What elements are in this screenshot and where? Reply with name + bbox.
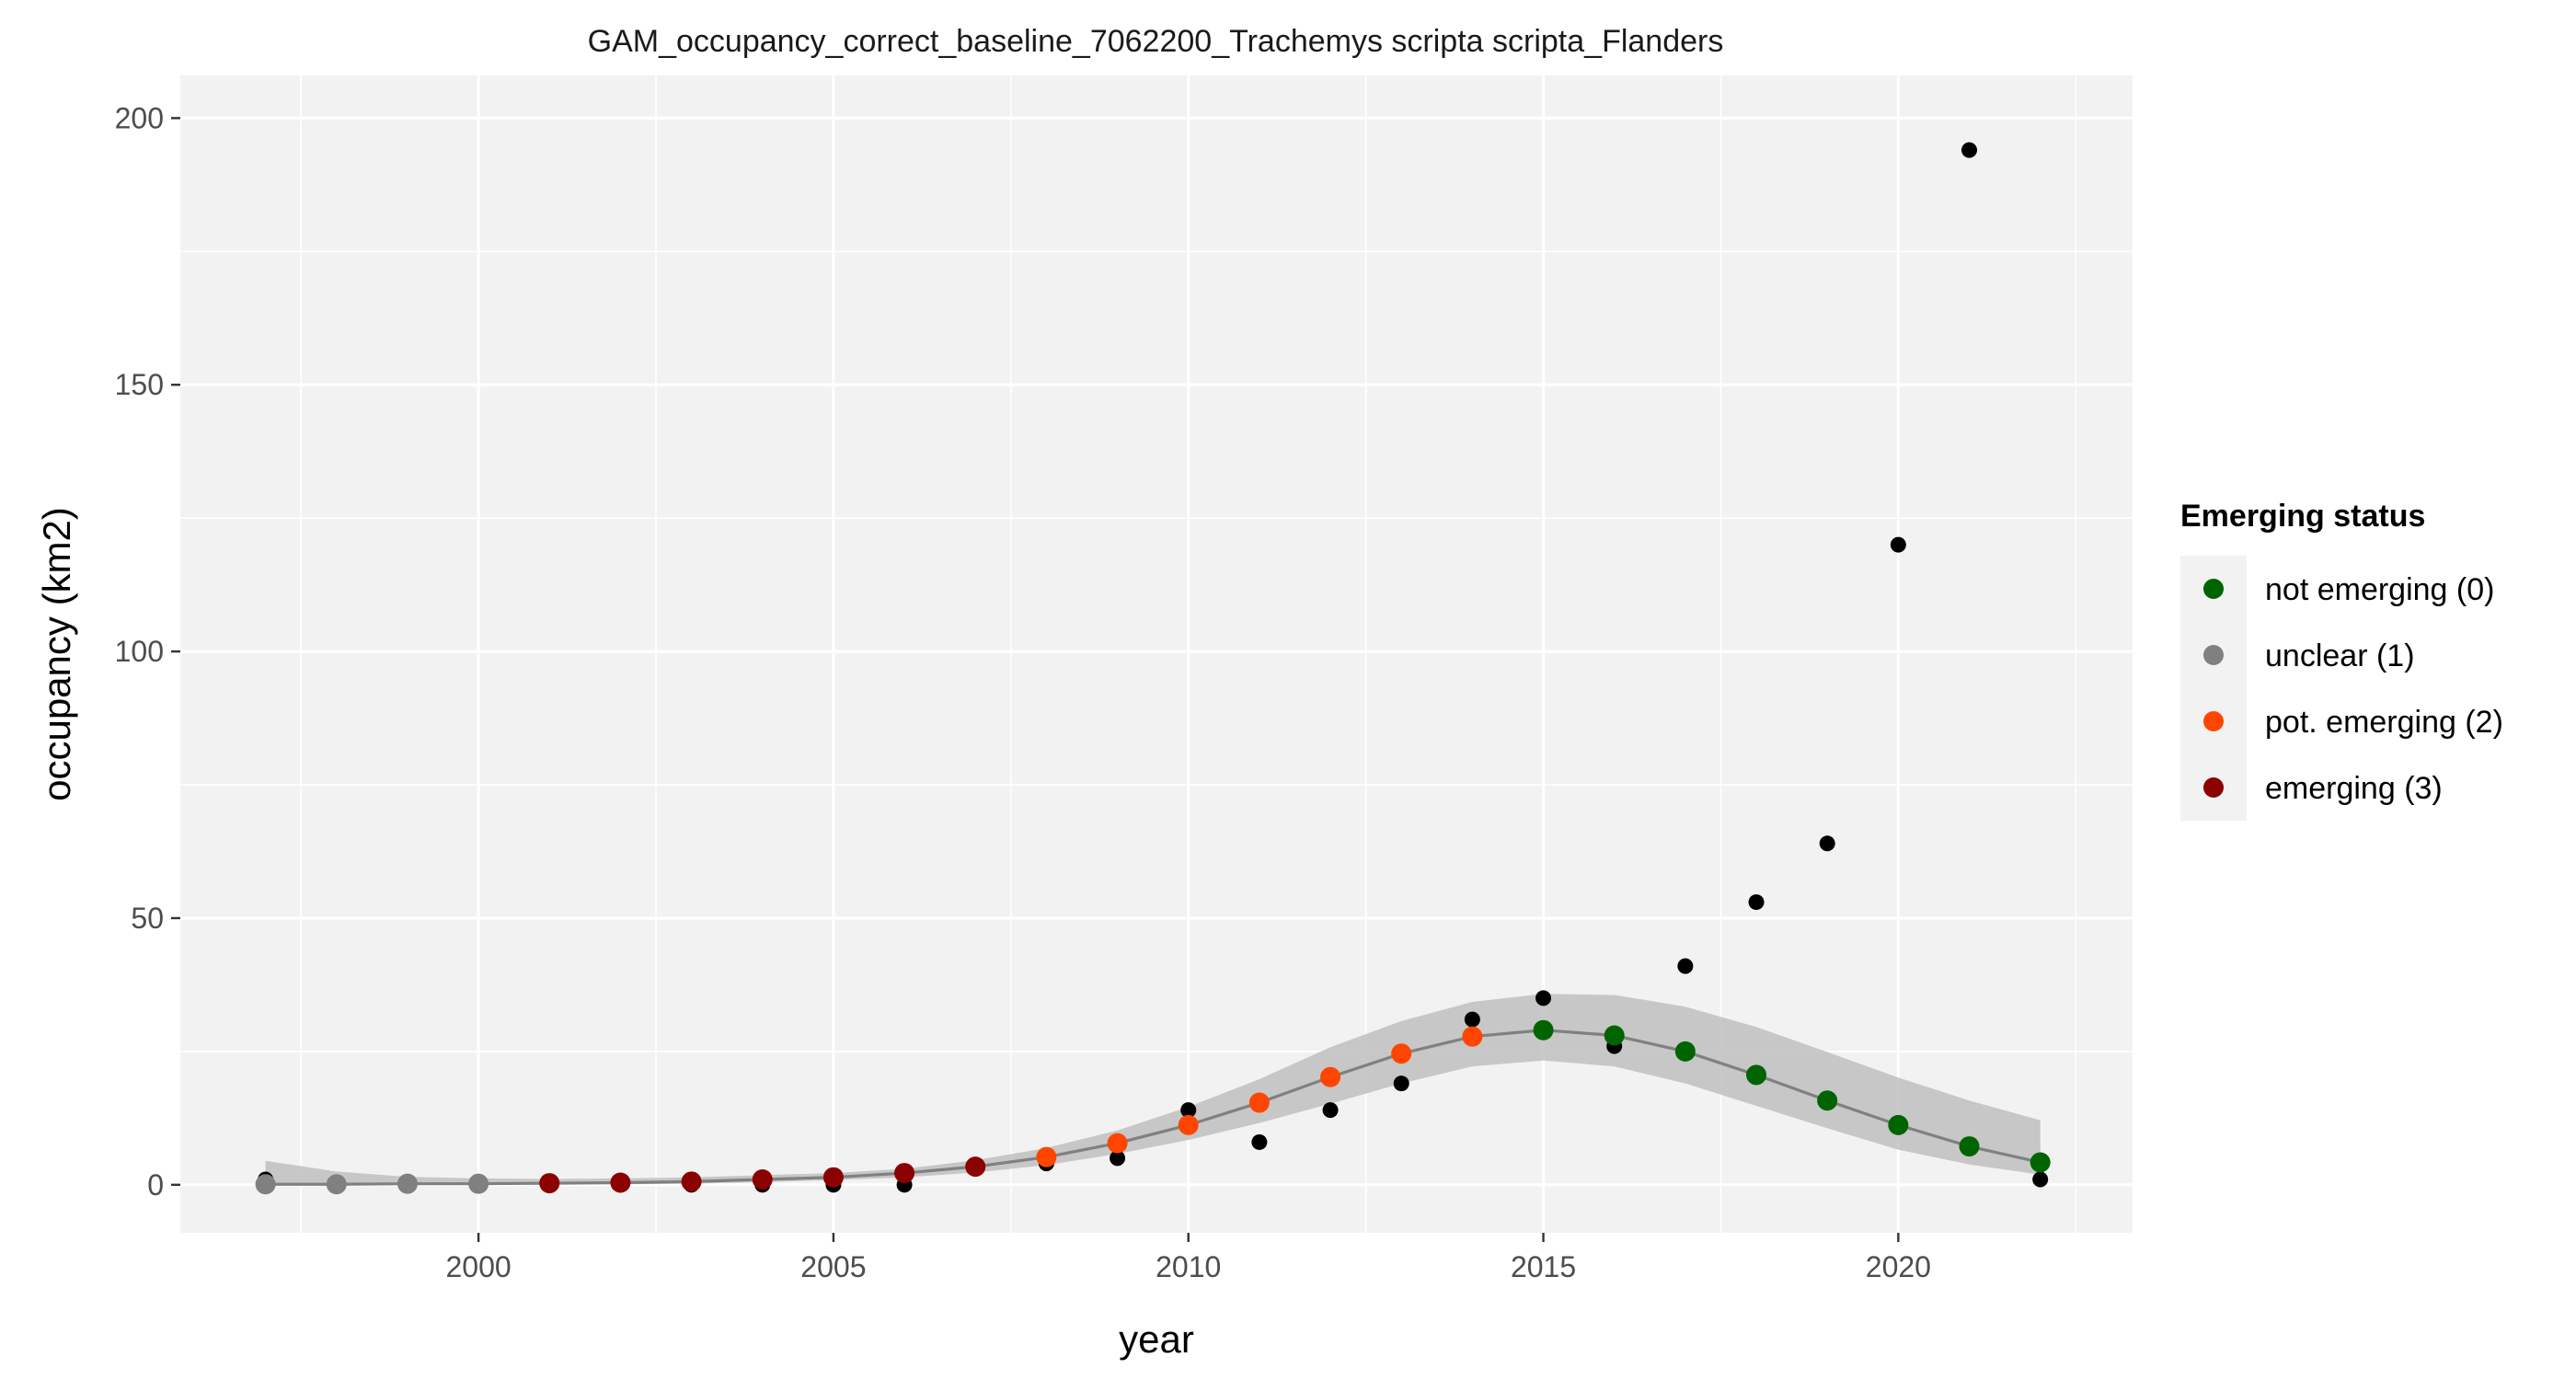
legend-key-dot bbox=[2203, 645, 2224, 665]
x-tick-label: 2015 bbox=[1511, 1250, 1576, 1283]
observed-point bbox=[1180, 1102, 1197, 1119]
legend-keys: not emerging (0) unclear (1) pot. emerging… bbox=[2203, 572, 2503, 806]
status-point bbox=[894, 1163, 915, 1184]
status-point bbox=[610, 1172, 631, 1193]
x-axis-title: year bbox=[1119, 1317, 1194, 1361]
status-point bbox=[681, 1171, 702, 1192]
plot-panel bbox=[180, 75, 2133, 1233]
legend-entry-label: emerging (3) bbox=[2265, 771, 2443, 806]
observed-point bbox=[1748, 894, 1765, 911]
status-point bbox=[397, 1173, 418, 1194]
status-point bbox=[1604, 1025, 1625, 1046]
status-point bbox=[1817, 1090, 1838, 1111]
status-point bbox=[1746, 1064, 1767, 1086]
status-point bbox=[1107, 1133, 1128, 1154]
status-point bbox=[1320, 1066, 1341, 1087]
legend-key-dot bbox=[2203, 711, 2224, 731]
observed-point bbox=[1464, 1011, 1480, 1028]
legend-key-dot bbox=[2203, 579, 2224, 599]
observed-point bbox=[1961, 142, 1978, 158]
status-point bbox=[1036, 1146, 1057, 1167]
confidence-band-layer bbox=[265, 994, 2041, 1185]
status-point bbox=[1533, 1019, 1554, 1041]
x-tick-label: 2020 bbox=[1866, 1250, 1931, 1283]
status-point bbox=[752, 1169, 773, 1190]
status-point bbox=[965, 1156, 986, 1178]
legend-key-dot bbox=[2203, 777, 2224, 798]
y-tick-label: 100 bbox=[115, 635, 164, 668]
status-points-layer bbox=[255, 1019, 2051, 1195]
status-point bbox=[255, 1174, 276, 1195]
legend-title: Emerging status bbox=[2180, 499, 2425, 534]
y-tick-label: 50 bbox=[131, 902, 164, 935]
status-point bbox=[1959, 1136, 1980, 1157]
observed-point bbox=[1251, 1133, 1268, 1150]
status-point bbox=[1178, 1114, 1199, 1135]
y-tick-label: 150 bbox=[115, 368, 164, 401]
status-point bbox=[1391, 1043, 1412, 1064]
panel-background bbox=[180, 75, 2133, 1233]
observed-point bbox=[1322, 1102, 1339, 1119]
y-tick-label: 200 bbox=[115, 101, 164, 134]
observed-point bbox=[1393, 1075, 1409, 1092]
legend-key-background bbox=[2180, 556, 2247, 821]
observed-point bbox=[1890, 536, 1906, 553]
y-tick-label: 0 bbox=[147, 1168, 164, 1202]
status-point bbox=[326, 1174, 347, 1195]
confidence-band bbox=[265, 994, 2041, 1185]
fit-line bbox=[265, 1029, 2041, 1186]
x-axis-ticks: 2000 2005 2010 2015 2020 bbox=[445, 1233, 1931, 1283]
legend-entry-label: pot. emerging (2) bbox=[2265, 705, 2503, 740]
x-tick-label: 2000 bbox=[445, 1250, 511, 1283]
observed-point bbox=[1677, 958, 1694, 974]
legend-entry-label: not emerging (0) bbox=[2265, 572, 2494, 607]
legend: Emerging status not emerging (0) unclear … bbox=[2180, 499, 2503, 821]
x-tick-label: 2005 bbox=[800, 1250, 866, 1283]
fit-line-layer bbox=[265, 1029, 2041, 1186]
status-point bbox=[539, 1173, 560, 1194]
status-point bbox=[468, 1173, 489, 1194]
legend-entry-label: unclear (1) bbox=[2265, 638, 2415, 673]
status-point bbox=[1888, 1114, 1909, 1135]
x-tick-label: 2010 bbox=[1156, 1250, 1221, 1283]
status-point bbox=[2030, 1152, 2051, 1173]
observed-point bbox=[1110, 1150, 1126, 1167]
status-point bbox=[1674, 1041, 1696, 1062]
y-axis-ticks: 0 50 100 150 200 bbox=[115, 101, 180, 1202]
observed-point bbox=[1535, 990, 1552, 1006]
y-axis-title: occupancy (km2) bbox=[35, 507, 78, 801]
status-point bbox=[1462, 1026, 1483, 1047]
status-point bbox=[822, 1167, 844, 1188]
observed-point bbox=[2032, 1171, 2049, 1188]
chart-title: GAM_occupancy_correct_baseline_7062200_T… bbox=[588, 24, 1724, 59]
observed-point bbox=[1819, 835, 1835, 852]
status-point bbox=[1248, 1092, 1270, 1113]
